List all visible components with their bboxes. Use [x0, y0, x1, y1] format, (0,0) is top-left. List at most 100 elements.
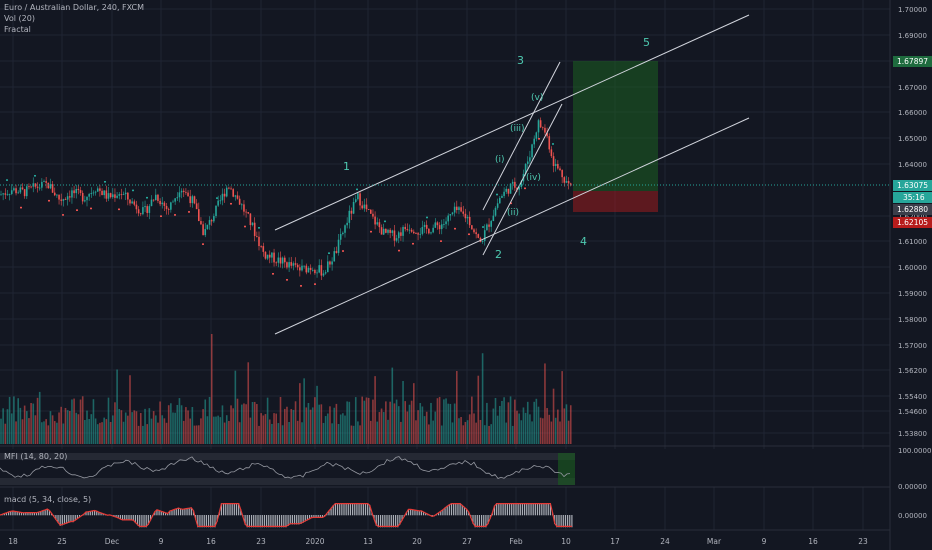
volume-bar — [148, 408, 151, 444]
fractal-marker — [510, 202, 512, 205]
candle-body — [382, 228, 385, 235]
macd-histogram-bar — [405, 512, 407, 516]
volume-bar — [21, 419, 24, 444]
target-price-label: 1.67897 — [897, 57, 928, 66]
wave-channel-lower[interactable] — [482, 103, 563, 256]
candle-body — [421, 226, 424, 234]
chart-title: Euro / Australian Dollar, 240, FXCM — [4, 3, 145, 12]
macd-histogram-bar — [283, 515, 285, 528]
macd-histogram-bar — [171, 510, 173, 516]
macd-histogram-bar — [336, 503, 339, 516]
candle-body — [391, 230, 394, 233]
candle-body — [359, 193, 361, 206]
macd-histogram-bar — [115, 515, 117, 518]
macd-histogram-bar — [33, 512, 35, 516]
volume-bar — [223, 422, 226, 444]
volume-bar — [400, 421, 402, 444]
volume-bar — [236, 398, 239, 444]
macd-histogram-bar — [128, 515, 130, 521]
volume-bar — [281, 425, 284, 444]
fractal-marker — [384, 220, 386, 223]
macd-histogram-bar — [74, 515, 76, 521]
candle-body — [99, 188, 101, 191]
fractal-marker — [20, 206, 22, 209]
macd-histogram-bar — [317, 515, 319, 518]
macd-histogram-bar — [472, 515, 474, 524]
profit-zone[interactable] — [573, 61, 658, 191]
volume-bar — [198, 425, 200, 444]
candle-body — [275, 262, 277, 264]
volume-bar — [559, 421, 561, 444]
volume-bar — [262, 415, 265, 444]
macd-histogram-bar — [182, 508, 184, 516]
x-tick-label: 17 — [610, 537, 620, 546]
candle-body — [142, 207, 144, 215]
volume-bar — [161, 415, 164, 444]
candle-body — [15, 188, 17, 194]
macd-histogram-bar — [410, 509, 412, 516]
macd-histogram-bar — [309, 515, 311, 520]
stop-price-tag — [893, 217, 932, 228]
fractal-marker — [272, 273, 274, 275]
volume-bar — [357, 421, 359, 444]
candle-body — [144, 206, 146, 208]
volume-bar — [533, 401, 535, 444]
candle-body — [333, 251, 336, 262]
volume-bar — [58, 412, 60, 444]
candle-body — [372, 213, 374, 217]
volume-bar — [542, 418, 544, 444]
macd-histogram-bar — [453, 503, 455, 516]
candle-body — [554, 163, 557, 167]
fractal-marker — [524, 187, 526, 190]
volume-bar — [101, 422, 103, 444]
volume-bar — [86, 410, 88, 444]
volume-bar — [352, 425, 355, 444]
y-tick-label: 1.58000 — [898, 316, 927, 324]
x-tick-label: 9 — [159, 537, 164, 546]
candle-body — [569, 183, 572, 186]
macd-histogram-bar — [300, 515, 302, 524]
macd-histogram-bar — [66, 515, 68, 524]
volume-bar — [316, 385, 318, 444]
macd-histogram-bar — [149, 515, 152, 521]
candle-body — [88, 194, 90, 197]
volume-bar — [157, 422, 159, 444]
macd-histogram-bar — [255, 515, 257, 528]
candle-body — [370, 209, 372, 214]
time-axis[interactable]: 18 25 Dec 9 16 23 2020 13 20 27 Feb 10 17 24 Mar 9 16 23 — [8, 537, 868, 546]
candle-body — [260, 246, 262, 247]
candle-body — [342, 232, 344, 235]
stop-loss-zone[interactable] — [573, 191, 658, 212]
candle-body — [309, 267, 312, 270]
macd-histogram-bar — [334, 503, 336, 516]
volume-bar — [464, 421, 467, 444]
candle-body — [496, 203, 499, 208]
macd-histogram-bar — [459, 503, 461, 516]
channel-upper-line[interactable] — [274, 14, 750, 231]
volume-bar — [167, 405, 170, 444]
channel-lower-line[interactable] — [274, 117, 750, 335]
volume-bar — [462, 425, 465, 444]
macd-histogram-bar — [261, 515, 263, 528]
macd-histogram-bar — [330, 507, 332, 516]
candle-body — [542, 127, 544, 129]
volume-bar — [75, 412, 78, 444]
macd-histogram-bar — [117, 515, 119, 519]
fractal-marker — [146, 196, 148, 199]
macd-histogram-bar — [91, 510, 94, 516]
fractal-marker — [160, 215, 162, 217]
macd-histogram-bar — [474, 515, 476, 528]
volume-bar — [163, 418, 166, 444]
candle-body — [286, 262, 288, 268]
fractal-marker — [300, 285, 302, 287]
candles — [0, 117, 572, 280]
volume-bar — [346, 401, 348, 444]
candle-body — [529, 157, 531, 162]
volume-bar — [327, 413, 329, 444]
macd-histogram-bar — [526, 503, 528, 516]
macd-histogram-bar — [465, 508, 468, 516]
volume-bar — [77, 414, 80, 444]
candle-body — [329, 261, 331, 265]
macd-histogram — [0, 503, 573, 528]
